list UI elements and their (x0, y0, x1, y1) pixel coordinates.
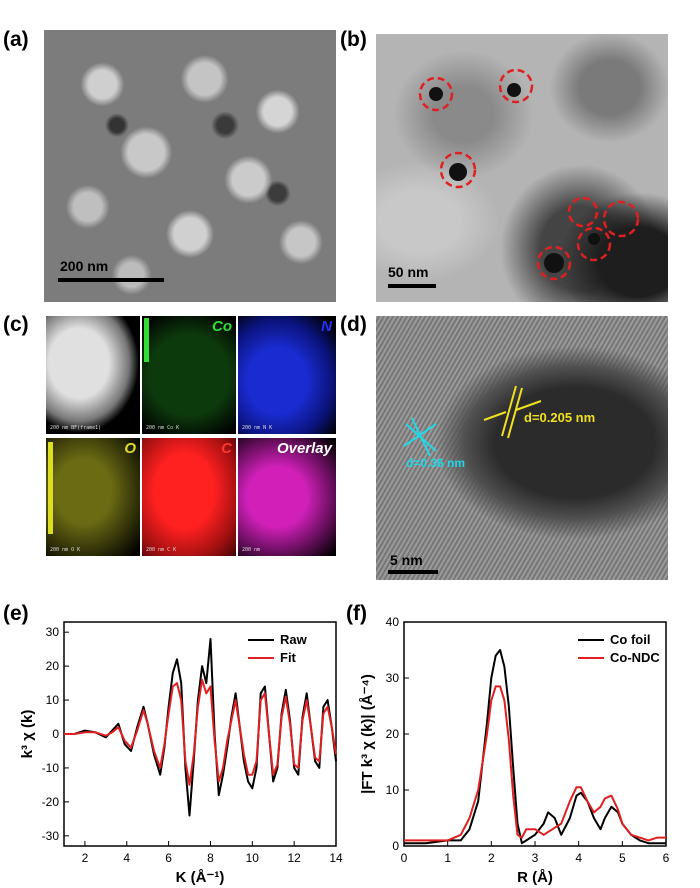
legend-label: Raw (280, 632, 308, 647)
eds-tag-c: C (221, 440, 232, 457)
y-tick-label: 20 (386, 727, 400, 741)
y-tick-label: 0 (52, 727, 59, 741)
eds-caption: 200 nm N K (242, 425, 273, 431)
eds-caption: 200 nm Co K (146, 425, 180, 431)
exafs-k-chart: 2 4 6 8 10 12 14 -30 -20 -10 0 10 20 30 K (Å⁻¹) k³ χ (k… (19, 621, 343, 886)
eds-tag-n: N (321, 318, 332, 335)
x-tick-label: 8 (207, 851, 214, 865)
eds-caption: 200 nm O K (50, 547, 81, 553)
eds-tile-overlay: Overlay 200 nm (238, 438, 336, 556)
y-tick-label: 20 (46, 659, 60, 673)
x-tick-label: 6 (165, 851, 172, 865)
scale-bar-a (58, 278, 164, 282)
x-tick-label: 6 (663, 851, 670, 865)
scale-bar-b (388, 284, 436, 288)
series-line-co-foil (404, 649, 666, 845)
x-axis-label: K (Å⁻¹) (176, 869, 225, 886)
y-tick-label: 0 (392, 839, 399, 853)
tem-image: 50 nm (376, 34, 668, 302)
lattice-annotations (403, 385, 542, 457)
series-line-raw (64, 638, 337, 817)
d-spacing-label-1: d=0.205 nm (524, 410, 596, 425)
particle-circle (567, 196, 599, 228)
y-tick-label: 30 (46, 625, 60, 639)
y-tick-label: -30 (42, 829, 60, 843)
x-tick-label: 4 (575, 851, 582, 865)
scale-bar-d (388, 570, 438, 574)
series-line-fit (64, 678, 337, 786)
particle-circle (498, 68, 534, 104)
y-tick-label: 10 (386, 783, 400, 797)
eds-tag-o: O (124, 440, 136, 457)
panel-label-d: (d) (340, 313, 367, 336)
panel-label-e: (e) (3, 602, 29, 625)
y-axis-label: k³ χ (k) (19, 710, 36, 759)
panel-label-c: (c) (3, 313, 29, 336)
x-tick-label: 1 (444, 851, 451, 865)
legend-label: Fit (280, 650, 297, 665)
x-axis-label: R (Å) (517, 869, 553, 886)
eds-tile-n: N 200 nm N K (238, 316, 336, 434)
legend-label: Co-NDC (610, 650, 660, 665)
eds-tile-o: O 200 nm O K (46, 438, 140, 556)
scale-label-d: 5 nm (390, 552, 423, 568)
scale-label-a: 200 nm (60, 258, 109, 274)
particle-markers (418, 68, 640, 281)
scale-label-b: 50 nm (388, 264, 429, 280)
particle-circle (536, 245, 572, 281)
particle-circle (576, 226, 612, 262)
particle-circle (418, 76, 454, 112)
particle-circle (439, 151, 477, 189)
x-tick-label: 5 (619, 851, 626, 865)
y-tick-label: 10 (46, 693, 60, 707)
eds-caption: 200 nm (242, 547, 261, 553)
eds-caption: 200 nm BF(frame1) (50, 425, 102, 431)
y-tick-label: -20 (42, 795, 60, 809)
eds-tag-overlay: Overlay (276, 440, 332, 457)
eds-caption: 200 nm C K (146, 547, 177, 553)
y-tick-label: 30 (386, 671, 400, 685)
d-spacing-label-2: d=0.36 nm (406, 456, 466, 470)
legend-label: Co foil (610, 632, 650, 647)
x-tick-label: 0 (401, 851, 408, 865)
eds-tile-c: C 200 nm C K (142, 438, 236, 556)
exafs-r-chart: 0 1 2 3 4 5 6 0 10 20 30 40 R (Å) |FT k³ χ (k)| (Å⁻⁴)… (359, 615, 670, 886)
series-line-co-ndc (404, 685, 666, 842)
sem-image: 200 nm (44, 30, 336, 302)
y-tick-label: 40 (386, 615, 400, 629)
panel-label-a: (a) (3, 28, 29, 51)
x-tick-label: 4 (123, 851, 130, 865)
eds-tag-co: Co (212, 318, 232, 335)
eds-tile-co: Co 200 nm Co K (142, 316, 236, 434)
x-tick-label: 2 (82, 851, 89, 865)
panel-label-b: (b) (340, 28, 367, 51)
x-tick-label: 14 (329, 851, 343, 865)
particle-circle (602, 200, 640, 238)
y-axis-label: |FT k³ χ (k)| (Å⁻⁴) (359, 674, 376, 794)
x-tick-label: 2 (488, 851, 495, 865)
x-tick-label: 10 (246, 851, 260, 865)
eds-tile-bf: 200 nm BF(frame1) (46, 316, 140, 434)
x-tick-label: 12 (287, 851, 301, 865)
hrtem-image: d=0.205 nm d=0.36 nm 5 nm (376, 316, 668, 580)
y-tick-label: -10 (42, 761, 60, 775)
x-tick-label: 3 (532, 851, 539, 865)
panel-label-f: (f) (346, 602, 367, 625)
